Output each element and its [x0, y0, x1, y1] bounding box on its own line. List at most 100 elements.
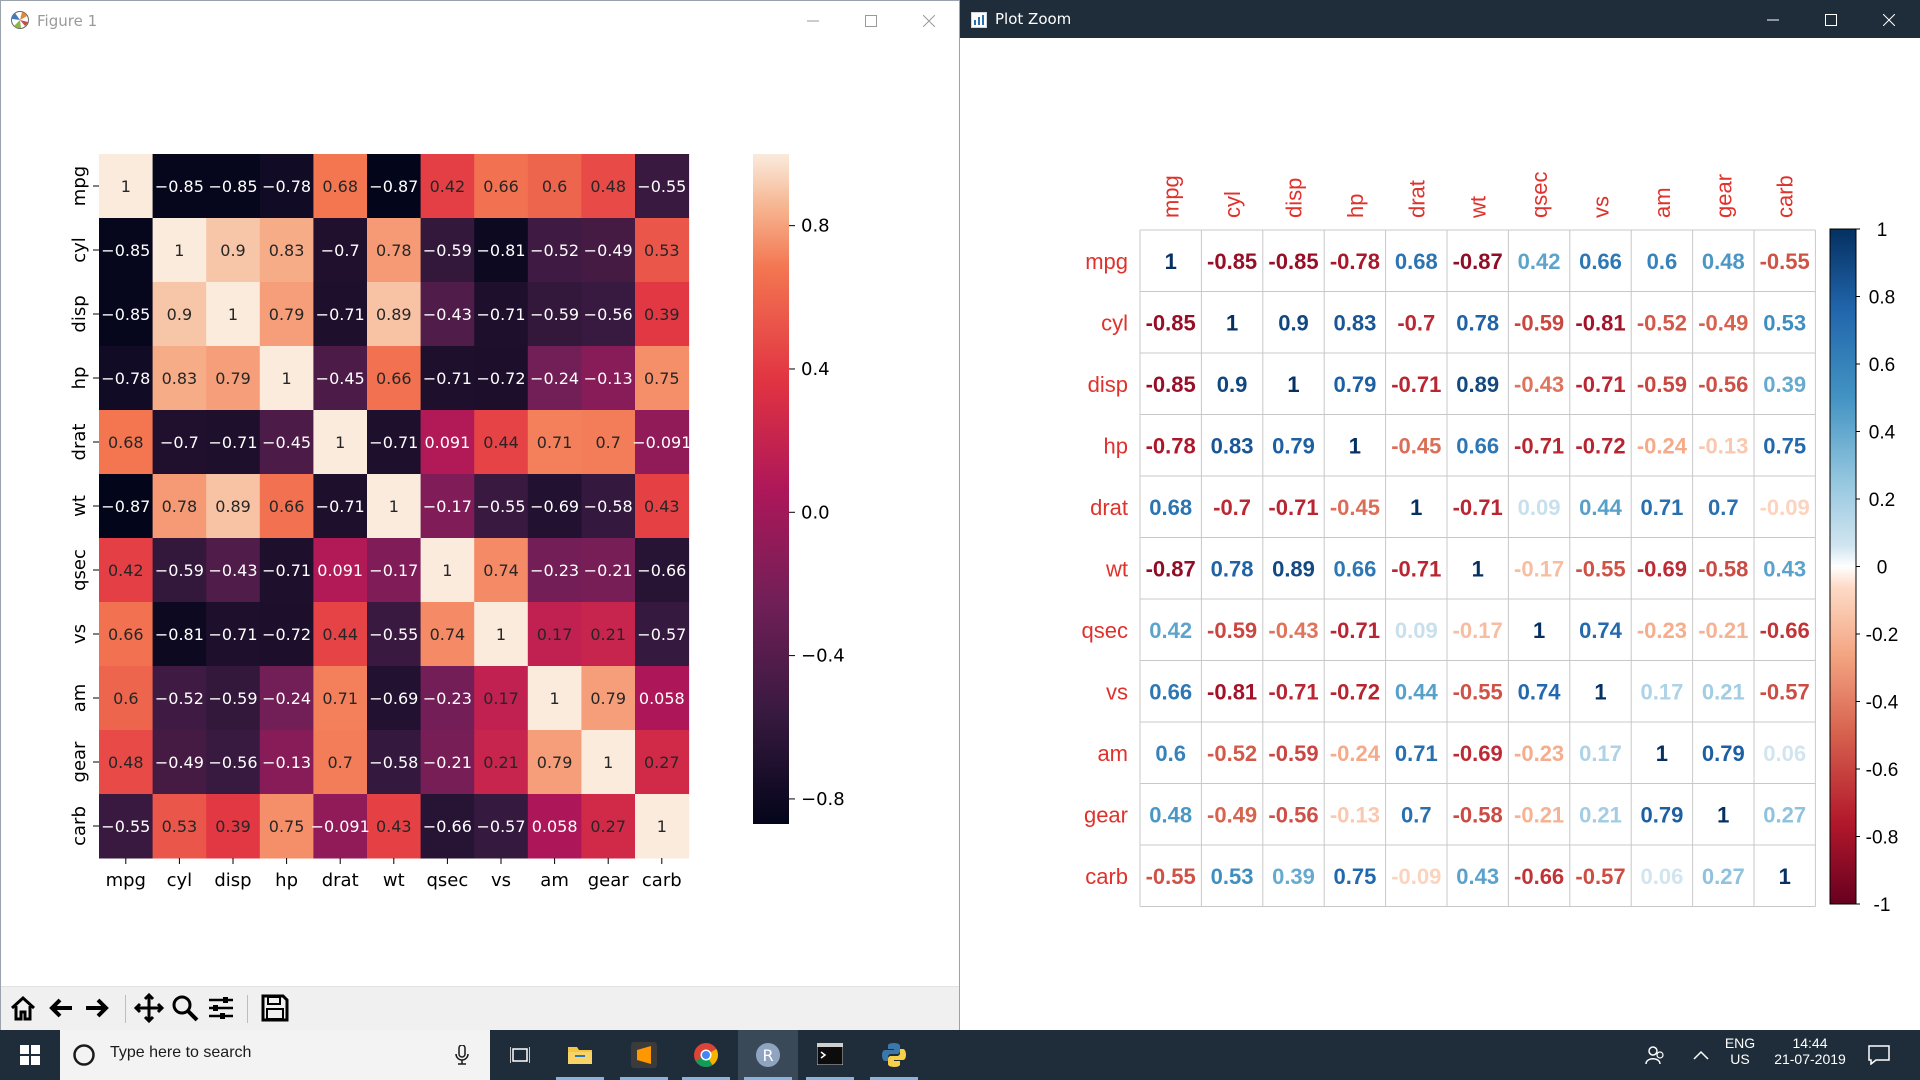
heatmap-cell	[367, 154, 422, 219]
plot-zoom-titlebar[interactable]: Plot Zoom	[960, 0, 1920, 38]
cell-value-label: 1	[1594, 679, 1606, 704]
cell-value-label: -0.23	[1637, 618, 1687, 643]
notification-icon[interactable]	[1868, 1045, 1890, 1065]
r-icon: R	[756, 1043, 780, 1067]
people-icon[interactable]	[1645, 1045, 1665, 1065]
cell-value-label: −0.091	[311, 817, 370, 836]
start-button[interactable]	[0, 1030, 60, 1080]
cell-value-label: -0.24	[1637, 433, 1688, 458]
cell-value-label: −0.7	[160, 433, 199, 452]
language-indicator[interactable]: ENG US	[1720, 1035, 1760, 1067]
heatmap-cell	[635, 666, 690, 731]
minimize-button[interactable]	[784, 1, 842, 41]
taskbar-app-terminal[interactable]	[800, 1030, 860, 1080]
heatmap-cell	[581, 282, 636, 347]
row-label: gear	[1084, 802, 1128, 827]
maximize-button[interactable]	[1802, 0, 1860, 40]
cell-value-label: 0.42	[108, 561, 144, 580]
colorbar-tick-label: −0.4	[801, 646, 845, 667]
cell-value-label: −0.49	[155, 753, 204, 772]
heatmap-cell	[527, 410, 582, 475]
cell-value-label: 0.75	[1333, 864, 1376, 889]
home-button[interactable]	[7, 992, 39, 1024]
taskbar-app-python[interactable]	[864, 1030, 924, 1080]
clock[interactable]: 14:44 21-07-2019	[1762, 1035, 1858, 1067]
close-button[interactable]	[1860, 0, 1918, 40]
x-tick-label: vs	[491, 870, 511, 891]
task-view-button[interactable]	[490, 1030, 550, 1080]
heatmap-cell	[635, 346, 690, 411]
microphone-icon[interactable]	[455, 1045, 469, 1065]
cell-value-label: 0.44	[483, 433, 519, 452]
maximize-button[interactable]	[842, 1, 900, 41]
cell-value-label: -0.56	[1698, 372, 1748, 397]
cell-value-label: −0.71	[423, 369, 472, 388]
chevron-up-icon[interactable]	[1693, 1050, 1709, 1060]
heatmap-cell	[635, 474, 690, 539]
heatmap-cell	[527, 538, 582, 603]
cell-value-label: 1	[1410, 495, 1422, 520]
python-icon	[882, 1043, 906, 1067]
heatmap-cell	[635, 218, 690, 283]
row-label: vs	[1106, 679, 1128, 704]
heatmap-cell	[206, 602, 261, 667]
heatmap-cell	[527, 474, 582, 539]
heatmap-cell	[420, 474, 475, 539]
x-tick-label: hp	[275, 870, 298, 891]
cell-value-label: −0.71	[208, 625, 257, 644]
cell-value-label: -0.71	[1391, 372, 1441, 397]
figure-titlebar[interactable]: Figure 1	[1, 1, 959, 41]
cell-value-label: 0.42	[1149, 618, 1192, 643]
cell-value-label: −0.091	[632, 433, 691, 452]
cell-value-label: −0.43	[208, 561, 257, 580]
heatmap-cell	[313, 538, 368, 603]
heatmap-cell	[635, 602, 690, 667]
minimize-button[interactable]	[1744, 0, 1802, 40]
back-button[interactable]	[45, 992, 77, 1024]
pan-button[interactable]	[133, 992, 165, 1024]
column-label: am	[1650, 187, 1675, 218]
cell-value-label: 1	[1472, 556, 1484, 581]
cell-value-label: −0.55	[637, 177, 686, 196]
cell-value-label: −0.17	[369, 561, 418, 580]
running-indicator	[806, 1077, 854, 1080]
cell-value-label: 0.75	[644, 369, 680, 388]
taskbar-app-chrome[interactable]	[676, 1030, 736, 1080]
running-indicator	[682, 1077, 730, 1080]
close-button[interactable]	[900, 1, 958, 41]
cell-value-label: 0.79	[590, 689, 626, 708]
heatmap-cell	[313, 410, 368, 475]
cell-value-label: -0.57	[1575, 864, 1625, 889]
search-box[interactable]: Type here to search	[60, 1030, 490, 1080]
cell-value-label: 0.44	[1579, 495, 1623, 520]
heatmap-cell	[313, 346, 368, 411]
cell-value-label: −0.71	[369, 433, 418, 452]
cell-value-label: 0.89	[215, 497, 251, 516]
heatmap-cell	[367, 410, 422, 475]
zoom-button[interactable]	[169, 992, 201, 1024]
heatmap-cell	[313, 154, 368, 219]
cell-value-label: -0.59	[1637, 372, 1687, 397]
heatmap-cell	[474, 282, 529, 347]
taskbar-app-file-explorer[interactable]	[550, 1030, 610, 1080]
cell-value-label: 1	[603, 753, 613, 772]
taskbar-app-r[interactable]: R	[738, 1030, 798, 1080]
cell-value-label: 0.43	[1763, 556, 1806, 581]
cell-value-label: 0.21	[1702, 679, 1745, 704]
heatmap-cell	[206, 410, 261, 475]
taskbar-app-sublime[interactable]	[614, 1030, 674, 1080]
heatmap-cell	[474, 666, 529, 731]
cell-value-label: −0.24	[530, 369, 579, 388]
cell-value-label: -0.21	[1698, 618, 1748, 643]
cell-value-label: -0.17	[1453, 618, 1503, 643]
cell-value-label: 0.53	[162, 817, 198, 836]
colorbar-tick-label: 0.8	[1869, 288, 1895, 309]
row-label: mpg	[1085, 249, 1128, 274]
save-button[interactable]	[259, 992, 291, 1024]
heatmap-cell	[367, 666, 422, 731]
x-tick-label: mpg	[106, 870, 146, 891]
close-icon	[1883, 14, 1895, 26]
configure-subplots-button[interactable]	[205, 992, 237, 1024]
heatmap-cell	[635, 154, 690, 219]
forward-button[interactable]	[81, 992, 113, 1024]
